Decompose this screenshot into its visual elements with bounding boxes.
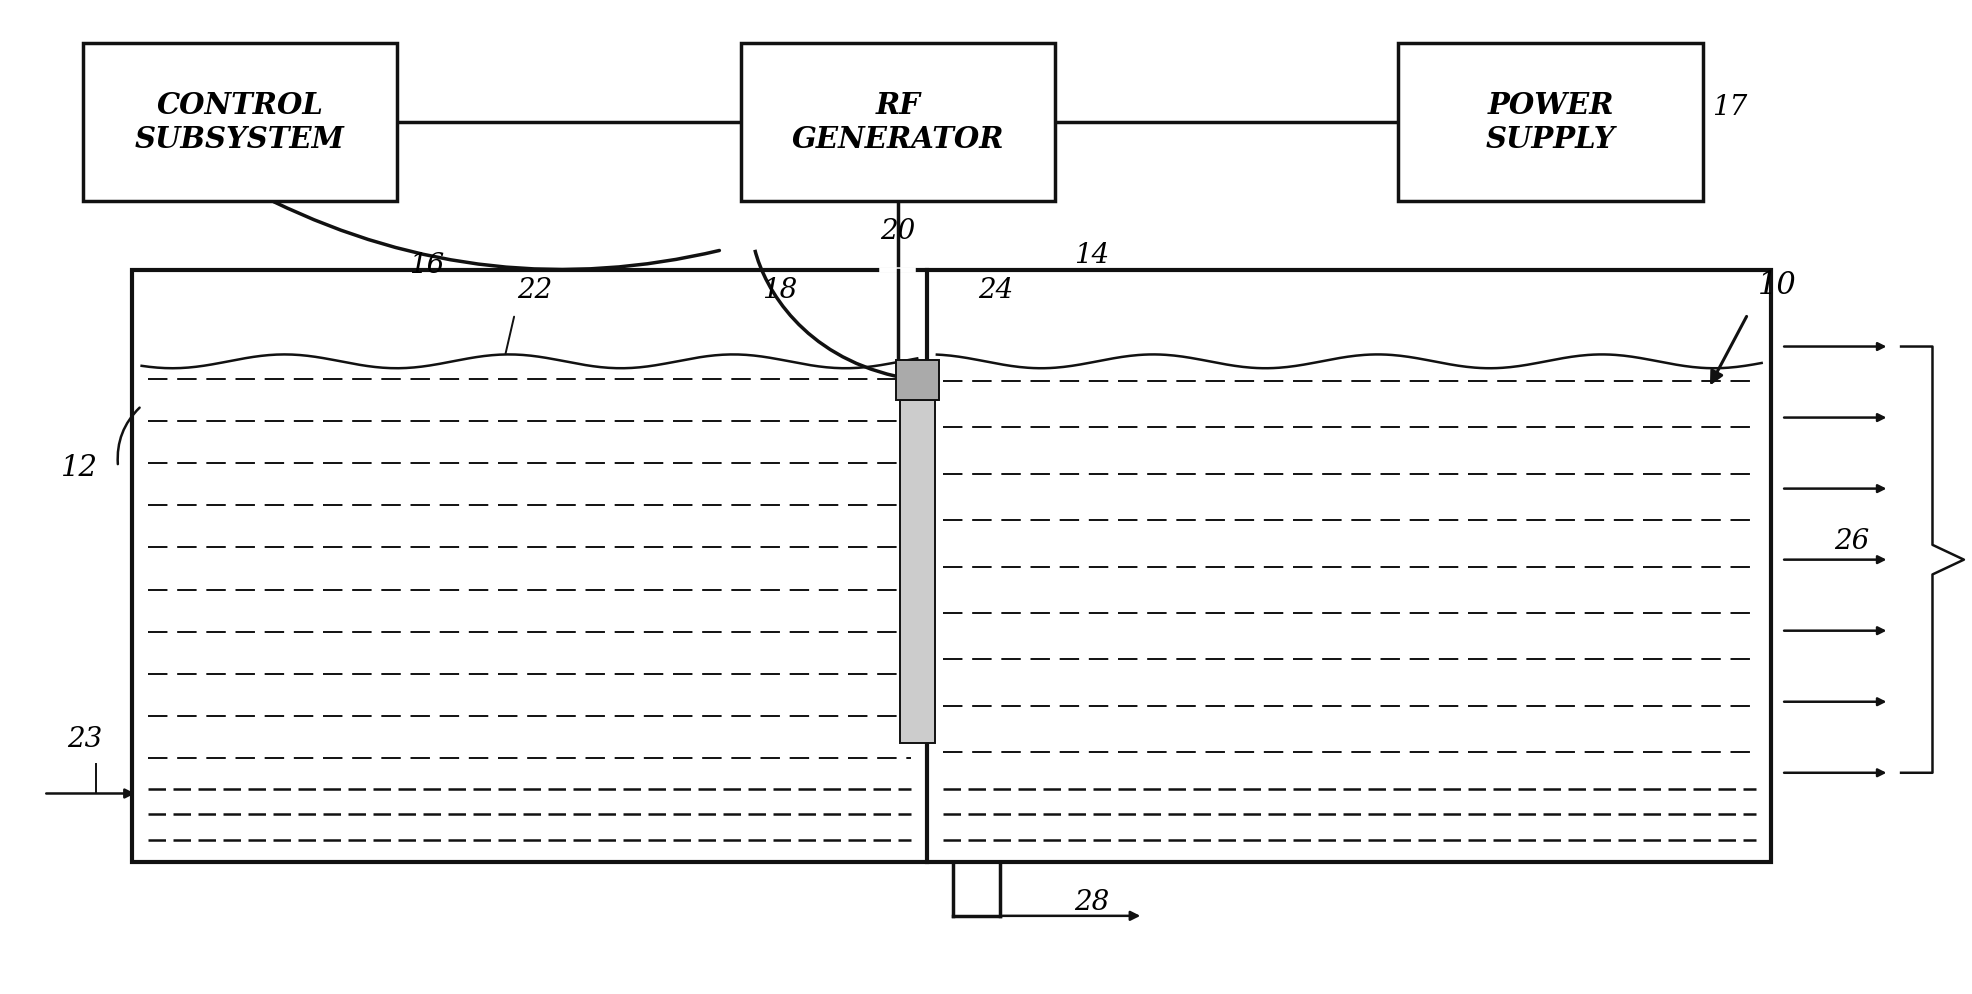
Text: POWER
SUPPLY: POWER SUPPLY: [1485, 91, 1615, 154]
Text: 20: 20: [880, 218, 915, 245]
Text: 17: 17: [1712, 94, 1747, 121]
Text: 10: 10: [1757, 269, 1796, 300]
Text: CONTROL
SUBSYSTEM: CONTROL SUBSYSTEM: [134, 91, 345, 154]
Text: 26: 26: [1834, 528, 1869, 555]
FancyBboxPatch shape: [895, 361, 939, 401]
FancyBboxPatch shape: [83, 44, 396, 202]
FancyBboxPatch shape: [899, 401, 935, 744]
Text: RF
GENERATOR: RF GENERATOR: [791, 91, 1004, 154]
FancyBboxPatch shape: [1398, 44, 1702, 202]
Text: 16: 16: [408, 251, 444, 279]
Text: 18: 18: [763, 276, 797, 303]
FancyBboxPatch shape: [741, 44, 1055, 202]
Text: 24: 24: [978, 276, 1014, 303]
Text: 12: 12: [61, 453, 99, 481]
Text: 14: 14: [1075, 242, 1110, 269]
FancyBboxPatch shape: [132, 270, 1771, 862]
Text: 23: 23: [67, 725, 103, 752]
Text: 22: 22: [517, 276, 552, 303]
Text: 28: 28: [1075, 888, 1110, 914]
